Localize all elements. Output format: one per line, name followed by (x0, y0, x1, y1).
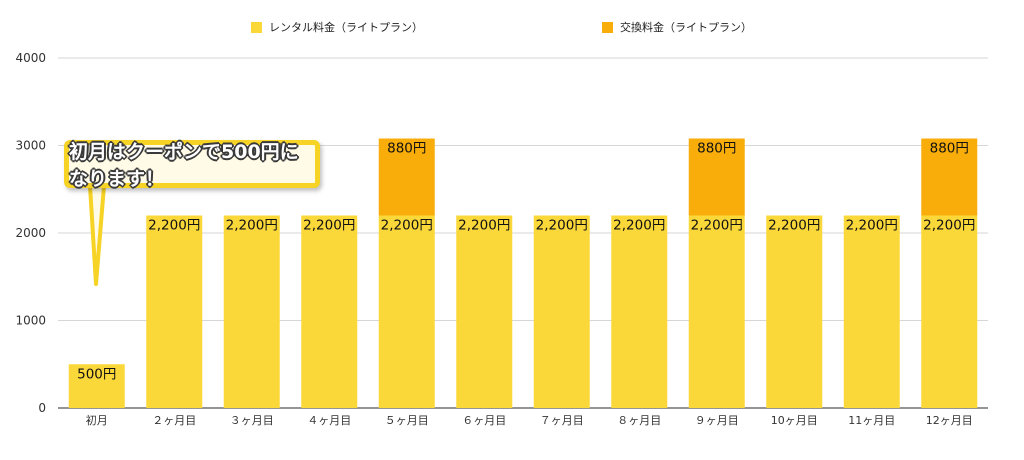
bar-rental (146, 215, 203, 408)
bar-rental (688, 215, 745, 408)
y-tick-label: 1000 (15, 314, 46, 328)
y-axis-ticks: 0 1000 2000 3000 4000 (15, 51, 46, 415)
data-label: 2,200円 (458, 218, 510, 234)
bar-rental (766, 215, 823, 408)
bar-rental (921, 215, 978, 408)
data-label: 2,200円 (691, 218, 743, 234)
data-label: 2,200円 (846, 218, 898, 234)
bar-exchange (378, 138, 435, 216)
bar-rental (223, 215, 280, 408)
y-tick-label: 0 (38, 401, 46, 415)
bar-rental (301, 215, 358, 408)
data-label: 2,200円 (381, 218, 433, 234)
x-tick-label: ４ヶ月目 (307, 414, 351, 427)
data-label: 880円 (697, 141, 736, 157)
callout-tail (88, 184, 106, 286)
y-tick-label: 2000 (15, 226, 46, 240)
bar-rental (611, 215, 668, 408)
callout-pointer (88, 184, 106, 286)
data-label: 2,200円 (768, 218, 820, 234)
x-tick-label: 12ヶ月目 (926, 414, 973, 427)
x-tick-label: ７ヶ月目 (540, 414, 584, 427)
data-label: 2,200円 (613, 218, 665, 234)
data-label: 2,200円 (148, 218, 200, 234)
bar-rental (68, 364, 125, 408)
x-tick-label: ８ヶ月目 (617, 414, 661, 427)
data-labels: 500円 2,200円 2,200円 2,200円 2,200円 2,200円 2,200円… (77, 141, 975, 383)
x-tick-label: 10ヶ月目 (771, 414, 818, 427)
bars (68, 138, 978, 408)
bar-rental (533, 215, 590, 408)
data-label: 2,200円 (303, 218, 355, 234)
x-tick-label: ６ヶ月目 (462, 414, 506, 427)
data-label: 2,200円 (226, 218, 278, 234)
x-tick-label: 初月 (86, 413, 108, 427)
legend-label-exchange: 交換料金（ライトプラン） (620, 21, 752, 34)
bar-rental (843, 215, 900, 408)
legend-item-exchange: 交換料金（ライトプラン） (602, 16, 752, 38)
x-tick-label: ９ヶ月目 (695, 414, 739, 427)
bar-rental (456, 215, 513, 408)
y-tick-label: 4000 (15, 51, 46, 65)
legend-item-rental: レンタル料金（ライトプラン） (251, 16, 423, 38)
data-label: 880円 (387, 141, 426, 157)
x-axis-ticks: 初月 ２ヶ月目 ３ヶ月目 ４ヶ月目 ５ヶ月目 ６ヶ月目 ７ヶ月目 ８ヶ月目 ９ヶ月目 10ヶ月目 1… (86, 413, 973, 427)
data-label: 2,200円 (923, 218, 975, 234)
legend-swatch-rental (251, 21, 262, 33)
bar-exchange (921, 138, 978, 216)
y-tick-label: 3000 (15, 139, 46, 153)
x-tick-label: ３ヶ月目 (230, 414, 274, 427)
x-tick-label: 11ヶ月目 (848, 414, 895, 427)
data-label: 500円 (77, 366, 116, 382)
legend-swatch-exchange (602, 21, 613, 33)
x-tick-label: ５ヶ月目 (385, 414, 429, 427)
legend-label-rental: レンタル料金（ライトプラン） (269, 21, 423, 34)
data-label: 2,200円 (536, 218, 588, 234)
data-label: 880円 (930, 141, 969, 157)
x-tick-label: ２ヶ月目 (152, 414, 196, 427)
coupon-callout: 初月はクーポンで500円になります！ (64, 140, 320, 190)
bar-exchange (688, 138, 745, 216)
bar-rental (378, 215, 435, 408)
